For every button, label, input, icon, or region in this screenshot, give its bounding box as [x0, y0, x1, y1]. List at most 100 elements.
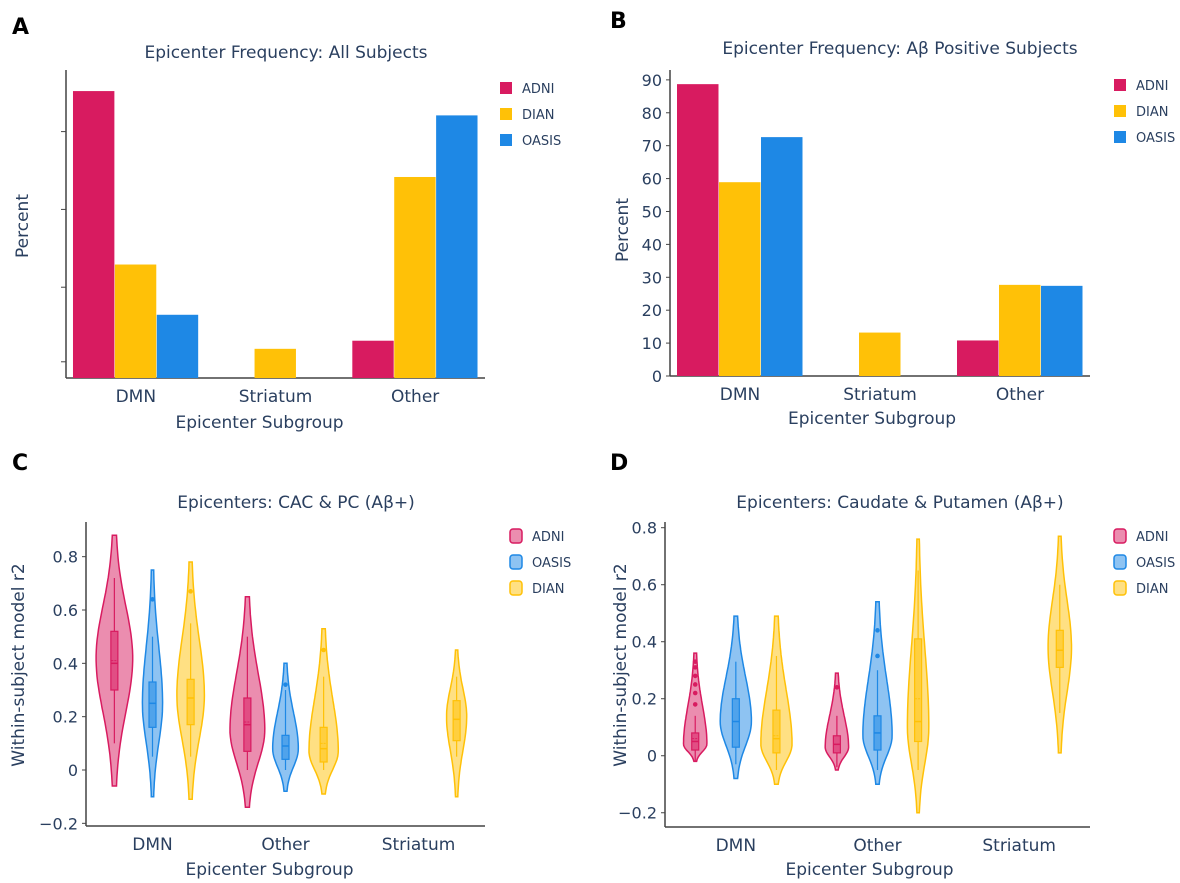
y-tick-label: 10: [642, 334, 662, 353]
outlier-point: [692, 659, 698, 664]
x-tick-label: Other: [261, 835, 309, 855]
y-tick-label: 80: [642, 104, 662, 123]
outlier-point: [692, 702, 698, 707]
x-tick-label: DMN: [132, 835, 172, 855]
y-tick-label: 0.8: [632, 519, 657, 538]
bar: [114, 264, 157, 378]
y-tick-label: 70: [642, 137, 662, 156]
legend-swatch: [500, 134, 512, 146]
chart-title: Epicenter Frequency: Aβ Positive Subject…: [722, 39, 1077, 59]
y-tick-label: −0.2: [618, 804, 657, 823]
x-tick-label: Striatum: [982, 836, 1056, 856]
y-axis-label: Percent: [613, 198, 633, 262]
bar: [72, 91, 115, 379]
panel-letter: D: [610, 451, 628, 476]
box: [914, 638, 923, 743]
legend-label: OASIS: [522, 134, 561, 149]
bar: [719, 182, 761, 376]
box: [1055, 629, 1064, 668]
bar: [436, 115, 478, 379]
y-tick-label: −0.2: [39, 814, 78, 833]
box: [186, 678, 195, 726]
y-axis-label: Within-subject model r2: [611, 563, 631, 766]
panel-a: A Epicenter Frequency: All Subjects Epicen…: [12, 15, 561, 433]
legend-label: ADNI: [522, 82, 554, 97]
outlier-point: [692, 682, 698, 687]
y-tick-label: 40: [642, 235, 662, 254]
legend-label: OASIS: [1136, 556, 1175, 571]
x-axis-label: Epicenter Subgroup: [185, 860, 353, 880]
y-tick-label: 0.6: [53, 601, 78, 620]
bar: [352, 340, 394, 378]
x-tick-label: Other: [391, 387, 439, 407]
outlier-point: [875, 653, 880, 659]
y-tick-label: 0.8: [53, 548, 78, 567]
outlier-point: [150, 597, 155, 602]
y-tick-label: 60: [642, 170, 662, 189]
x-tick-label: DMN: [716, 836, 756, 856]
outlier-point: [692, 665, 698, 670]
y-tick-label: 30: [642, 268, 662, 287]
bar: [1041, 285, 1083, 376]
x-tick-label: DMN: [116, 387, 156, 407]
bar: [999, 284, 1041, 376]
legend-label: ADNI: [1136, 79, 1168, 94]
chart-title: Epicenters: Caudate & Putamen (Aβ+): [736, 493, 1063, 513]
outlier-point: [188, 589, 193, 594]
legend-label: ADNI: [532, 530, 564, 545]
legend-swatch: [1114, 79, 1126, 91]
y-axis-label: Within-subject model r2: [9, 563, 29, 766]
legend-label: OASIS: [1136, 131, 1175, 146]
y-axis-label: Percent: [13, 194, 33, 258]
bar: [254, 348, 296, 378]
y-tick-label: 0.4: [53, 654, 78, 673]
box: [281, 734, 290, 760]
panel-b: B Epicenter Frequency: Aβ Positive Subjec…: [610, 9, 1175, 429]
y-tick-label: 90: [642, 71, 662, 90]
x-tick-label: Other: [853, 836, 901, 856]
y-tick-label: 0: [647, 747, 657, 766]
bar: [957, 340, 999, 376]
legend-swatch: [500, 108, 512, 120]
y-tick-label: 0.4: [632, 633, 657, 652]
panel-d: D Epicenters: Caudate & Putamen (Aβ+) Epic…: [610, 451, 1175, 880]
legend-swatch: [1114, 105, 1126, 117]
legend-label: OASIS: [532, 556, 571, 571]
panel-letter: C: [12, 451, 28, 476]
legend-swatch: [509, 528, 523, 544]
bar: [859, 332, 901, 376]
legend-swatch: [1114, 131, 1126, 143]
outlier-point: [283, 682, 288, 687]
y-tick-label: 0.2: [53, 708, 78, 727]
y-tick-label: 0: [68, 761, 78, 780]
legend-swatch: [1113, 580, 1127, 596]
x-axis-label: Epicenter Subgroup: [785, 860, 953, 880]
legend-swatch: [1113, 528, 1127, 544]
legend-label: DIAN: [522, 108, 554, 123]
panel-letter: B: [610, 9, 627, 34]
x-tick-label: Striatum: [382, 835, 456, 855]
panel-c: C Epicenters: CAC & PC (Aβ+) Epicenter Sub…: [9, 451, 571, 880]
y-tick-label: 50: [642, 202, 662, 221]
outlier-point: [321, 647, 326, 653]
x-tick-label: Striatum: [843, 385, 917, 405]
panel-letter: A: [12, 15, 29, 40]
bar: [156, 314, 199, 378]
y-tick-label: 0: [652, 367, 662, 386]
x-axis-label: Epicenter Subgroup: [788, 409, 956, 429]
box: [772, 709, 781, 754]
legend-label: ADNI: [1136, 530, 1168, 545]
x-tick-label: Other: [996, 385, 1044, 405]
chart-title: Epicenters: CAC & PC (Aβ+): [177, 493, 415, 513]
legend-label: DIAN: [532, 582, 564, 597]
bar: [394, 176, 436, 378]
legend-swatch: [500, 82, 512, 94]
box: [319, 726, 328, 763]
outlier-point: [692, 690, 698, 696]
legend-swatch: [509, 580, 523, 596]
x-tick-label: DMN: [720, 385, 760, 405]
y-tick-label: 0.6: [632, 576, 657, 595]
y-tick-label: 20: [642, 301, 662, 320]
box: [731, 698, 740, 748]
